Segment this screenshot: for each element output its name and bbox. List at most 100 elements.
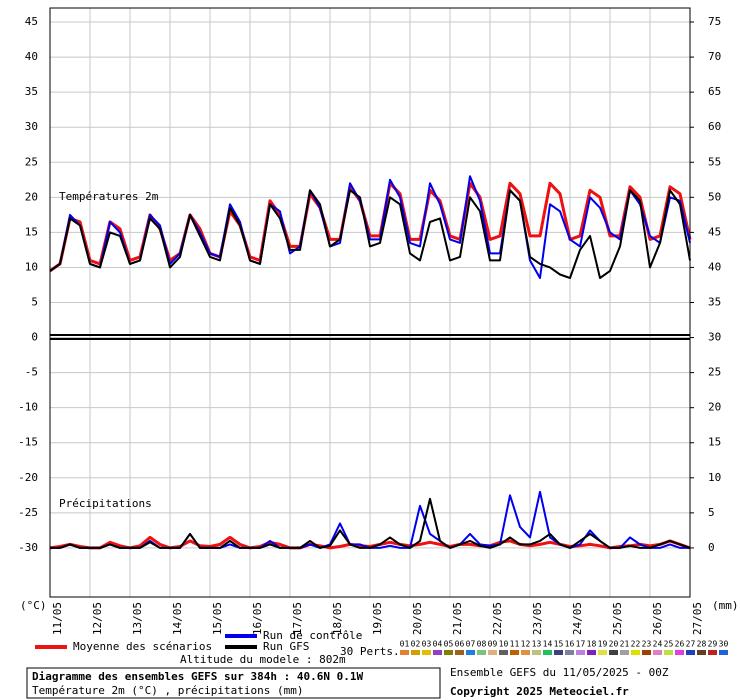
perturbation-swatch [686,650,695,655]
altitude: Altitude du modele : 802m [180,653,346,666]
x-tick-label: 26/05 [651,602,664,635]
perturbation-label: 27 [686,640,696,649]
y-tick-label: 45 [25,15,38,28]
y2-tick-label: 25 [708,366,721,379]
x-tick-label: 25/05 [611,602,624,635]
chart-title: Diagramme des ensembles GEFS sur 384h : … [32,670,364,683]
y-tick-label: 20 [25,190,38,203]
perturbation-label: 14 [543,640,553,649]
y-tick-label: 0 [31,331,38,344]
perturbation-label: 09 [488,640,498,649]
y2-tick-label: 30 [708,331,721,344]
perturbation-label: 10 [499,640,509,649]
perturbation-label: 17 [576,640,586,649]
y2-tick-label: 50 [708,190,721,203]
y2-tick-label: 15 [708,436,721,449]
annotation: Précipitations [59,497,152,510]
perturbation-label: 18 [587,640,597,649]
y-tick-label: 15 [25,225,38,238]
y2-tick-label: 35 [708,296,721,309]
perturbation-label: 03 [422,640,432,649]
x-tick-label: 21/05 [451,602,464,635]
perturbation-label: 04 [433,640,443,649]
perturbation-swatch [455,650,464,655]
x-tick-label: 18/05 [331,602,344,635]
perturbation-swatch [400,650,409,655]
perturbation-swatch [499,650,508,655]
perturbation-label: 28 [697,640,707,649]
y2-tick-label: 40 [708,260,721,273]
perturbation-swatch [521,650,530,655]
perturbation-label: 02 [411,640,421,649]
y2-tick-label: 45 [708,225,721,238]
perturbation-swatch [598,650,607,655]
series-line [49,175,691,279]
y2-tick-label: 65 [708,85,721,98]
perturbation-label: 07 [466,640,476,649]
x-tick-label: 19/05 [371,602,384,635]
perturbation-swatch [719,650,728,655]
x-tick-label: 14/05 [171,602,184,635]
perturbation-swatch [609,650,618,655]
y2-axis-label: (mm) [712,599,739,612]
y2-tick-label: 0 [708,541,715,554]
y-tick-label: -15 [18,436,38,449]
perturbation-label: 22 [631,640,641,649]
perturbation-label: 20 [609,640,619,649]
perturbation-swatch [422,650,431,655]
y2-tick-label: 60 [708,120,721,133]
y2-tick-label: 70 [708,50,721,63]
perturbation-label: 11 [510,640,520,649]
perturbation-swatch [642,650,651,655]
x-tick-label: 16/05 [251,602,264,635]
perturbation-swatch [587,650,596,655]
perturbation-label: 30 [719,640,729,649]
perturbation-legend-label: 30 Perts. [340,645,400,658]
y-tick-label: -25 [18,506,38,519]
perturbation-label: 12 [521,640,531,649]
series-line [49,189,691,279]
x-tick-label: 15/05 [211,602,224,635]
perturbation-swatch [488,650,497,655]
x-tick-label: 22/05 [491,602,504,635]
perturbation-swatch [631,650,640,655]
run-info: Ensemble GEFS du 11/05/2025 - 00Z [450,666,669,679]
y2-tick-label: 20 [708,401,721,414]
perturbation-label: 16 [565,640,575,649]
perturbation-label: 25 [664,640,674,649]
legend-label: Run de contrôle [263,629,362,642]
x-tick-label: 23/05 [531,602,544,635]
perturbation-swatch [543,650,552,655]
copyright: Copyright 2025 Meteociel.fr [450,685,629,698]
y-tick-label: 5 [31,296,38,309]
perturbation-swatch [697,650,706,655]
title-box [26,667,441,699]
y2-tick-label: 5 [708,506,715,519]
perturbation-swatch [664,650,673,655]
perturbation-label: 08 [477,640,487,649]
y-tick-label: -10 [18,401,38,414]
perturbation-swatch [708,650,717,655]
chart-subtitle: Température 2m (°C) , précipitations (mm… [32,684,304,697]
y2-tick-label: 55 [708,155,721,168]
legend-label: Run GFS [263,640,309,653]
x-tick-label: 27/05 [691,602,704,635]
x-tick-label: 11/05 [51,602,64,635]
x-tick-label: 24/05 [571,602,584,635]
perturbation-label: 05 [444,640,454,649]
y2-tick-label: 75 [708,15,721,28]
perturbation-swatch [466,650,475,655]
y-tick-label: 25 [25,155,38,168]
perturbation-swatch [532,650,541,655]
series-line [50,497,691,549]
perturbation-swatch [653,650,662,655]
annotation: Températures 2m [59,190,159,203]
x-tick-label: 12/05 [91,602,104,635]
perturbation-label: 15 [554,640,564,649]
perturbation-label: 26 [675,640,685,649]
y-axis-label: (°C) [20,599,47,612]
perturbation-label: 06 [455,640,465,649]
legend: Moyenne des scénarios Run de contrôleRun … [35,629,728,655]
perturbation-label: 01 [400,640,410,649]
